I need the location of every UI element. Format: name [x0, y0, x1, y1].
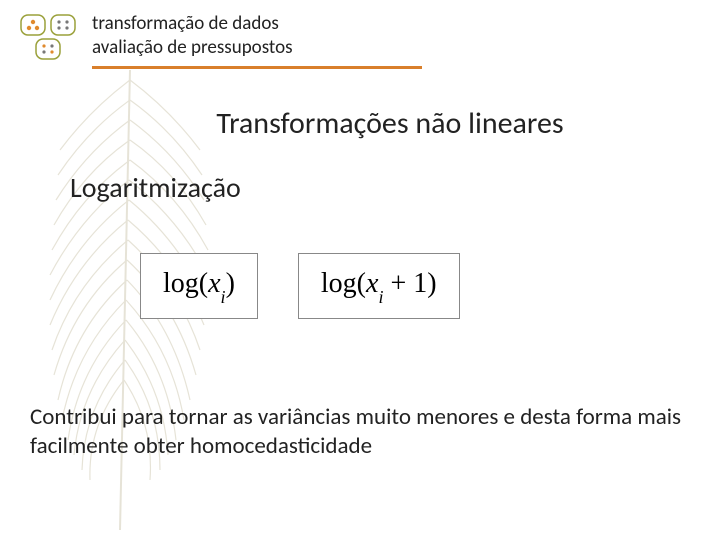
f2-var: x [366, 268, 378, 299]
header-text: transformação de dados avaliação de pres… [92, 12, 293, 60]
header-rule [92, 66, 422, 69]
page-title: Transformações não lineares [0, 105, 720, 142]
body-text: Contribui para tornar as variâncias muit… [0, 403, 720, 463]
header-line-1: transformação de dados [92, 12, 293, 36]
header-line-2: avaliação de pressupostos [92, 36, 293, 60]
f1-prefix: log( [163, 268, 208, 299]
header: transformação de dados avaliação de pres… [0, 0, 720, 62]
f1-sub: i [221, 287, 226, 307]
f1-var: x [208, 268, 220, 299]
formula-row: log(xi) log(xi + 1) [140, 253, 720, 319]
formula-1: log(xi) [140, 253, 258, 319]
f2-prefix: log( [321, 268, 366, 299]
f1-suffix: ) [226, 268, 235, 299]
logo-icon [18, 12, 80, 62]
f2-sub: i [378, 287, 383, 307]
subtitle: Logaritmização [70, 170, 720, 205]
formula-2: log(xi + 1) [298, 253, 460, 319]
f2-suffix: ) [427, 268, 436, 299]
f2-mid: + 1 [383, 268, 427, 299]
